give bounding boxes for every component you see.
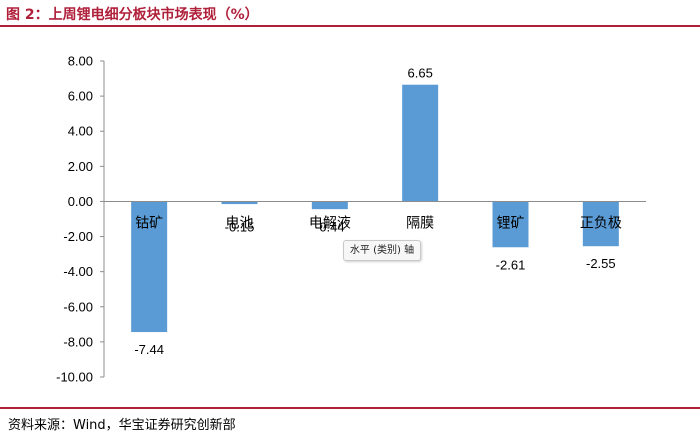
y-tick-label: -4.00 xyxy=(63,264,93,279)
bar-3[interactable] xyxy=(402,84,439,202)
category-label-5: 正负极 xyxy=(580,215,622,231)
source-note: 资料来源：Wind，华宝证券研究创新部 xyxy=(8,418,236,433)
y-tick-label: 6.00 xyxy=(68,89,93,104)
category-label-4: 锂矿 xyxy=(497,215,525,231)
y-tick-label: -2.00 xyxy=(63,229,93,244)
bars[interactable] xyxy=(131,84,619,333)
bar-1[interactable] xyxy=(221,201,258,205)
y-tick-label: 4.00 xyxy=(68,124,93,139)
y-tick-label: 0.00 xyxy=(68,194,93,209)
data-label-0: -7.44 xyxy=(134,342,164,357)
y-tick-label: -6.00 xyxy=(63,299,93,314)
category-label-3: 隔膜 xyxy=(406,215,434,231)
y-tick-label: 8.00 xyxy=(68,54,93,69)
bar-0[interactable] xyxy=(131,201,168,333)
top-divider xyxy=(0,25,700,27)
bar-4[interactable] xyxy=(492,201,529,248)
y-tick-label: -10.00 xyxy=(56,370,93,385)
data-label-5: -2.55 xyxy=(586,256,616,271)
category-labels: 钴矿 电池 电解液 隔膜 锂矿 正负极 xyxy=(135,215,622,231)
y-axis-ticks: 8.00 6.00 4.00 2.00 0.00 -2.00 -4.00 -6.00 -8.00… xyxy=(56,54,104,385)
data-label-3: 6.65 xyxy=(408,66,433,81)
category-label-1: 电池 xyxy=(226,215,254,231)
bar-5[interactable] xyxy=(582,201,619,247)
data-label-2: -0.44 xyxy=(315,219,345,234)
data-labels: -7.44 -0.15 -0.44 6.65 -2.61 -2.55 xyxy=(134,66,615,357)
bar-chart[interactable]: 8.00 6.00 4.00 2.00 0.00 -2.00 -4.00 -6.00 -8.00… xyxy=(0,0,700,405)
axis-tooltip: 水平 (类别) 轴 xyxy=(343,240,421,261)
category-label-2: 电解液 xyxy=(309,215,351,231)
bar-2[interactable] xyxy=(311,201,348,210)
y-tick-label: -8.00 xyxy=(63,334,93,349)
data-label-4: -2.61 xyxy=(496,257,526,272)
y-tick-label: 2.00 xyxy=(68,159,93,174)
category-label-0: 钴矿 xyxy=(135,215,163,231)
bottom-divider xyxy=(0,407,700,409)
data-label-1: -0.15 xyxy=(225,219,255,234)
chart-title: 图 2：上周锂电细分板块市场表现（%） xyxy=(6,7,259,23)
